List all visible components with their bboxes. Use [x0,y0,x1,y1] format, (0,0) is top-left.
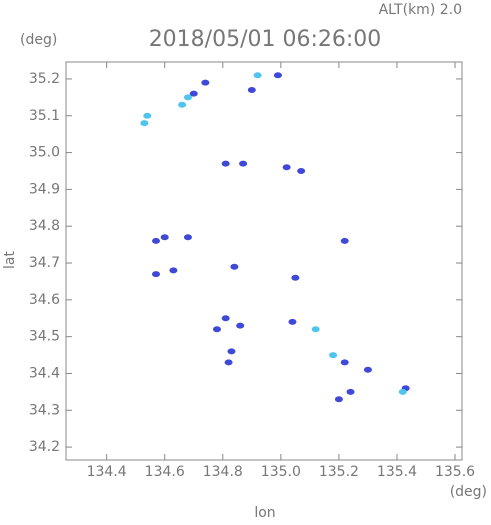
y-tick-label: 34.3 [29,402,60,418]
x-tick-label: 134.4 [87,464,127,480]
echo [221,160,230,167]
echo [334,396,343,403]
echo [227,348,236,355]
echo [340,359,349,366]
y-tick-label: 35.1 [29,108,60,124]
x-tick-label: 135.0 [261,464,301,480]
echo [239,160,248,167]
y-tick-label: 34.8 [29,218,60,234]
echo [273,72,282,79]
echo [230,263,239,270]
echo [140,120,149,127]
y-axis-label: lat [2,251,18,269]
echo [247,86,256,93]
y-tick-label: 35.0 [29,145,60,161]
y-unit: (deg) [20,32,57,48]
echo [253,72,262,79]
echo [398,388,407,395]
echo [363,366,372,373]
chart-title: 2018/05/01 06:26:00 [149,27,382,52]
echo [160,234,169,241]
echo [291,274,300,281]
echo [346,388,355,395]
x-tick-label: 135.4 [377,464,417,480]
echo [178,101,187,108]
y-tick-label: 34.2 [29,439,60,455]
echo [282,164,291,171]
y-tick-label: 34.5 [29,329,60,345]
x-tick-label: 135.2 [319,464,359,480]
echo [311,326,320,333]
echo [329,352,338,359]
x-tick-label: 134.6 [145,464,185,480]
echo [221,315,230,322]
x-unit: (deg) [450,484,487,500]
echo [201,79,210,86]
y-tick-label: 34.9 [29,181,60,197]
x-tick-label: 135.6 [435,464,475,480]
echo [152,237,160,244]
echo [236,322,245,329]
echo [288,318,297,325]
y-tick-label: 34.7 [29,255,60,271]
echo [143,112,152,119]
x-tick-label: 134.8 [203,464,243,480]
plot-frame [65,61,463,461]
echo [212,326,221,333]
echo [340,237,349,244]
chart-subtitle: ALT(km) 2.0 [379,2,462,18]
y-tick-label: 34.6 [29,292,60,308]
echo [169,267,178,274]
echo [183,94,192,101]
echo [183,234,192,241]
echo [189,90,198,97]
echo [224,359,233,366]
y-tick-label: 34.4 [29,365,60,381]
echo [297,167,306,174]
echo [152,271,160,278]
y-tick-label: 35.2 [29,71,60,87]
x-axis-label: lon [254,505,275,521]
